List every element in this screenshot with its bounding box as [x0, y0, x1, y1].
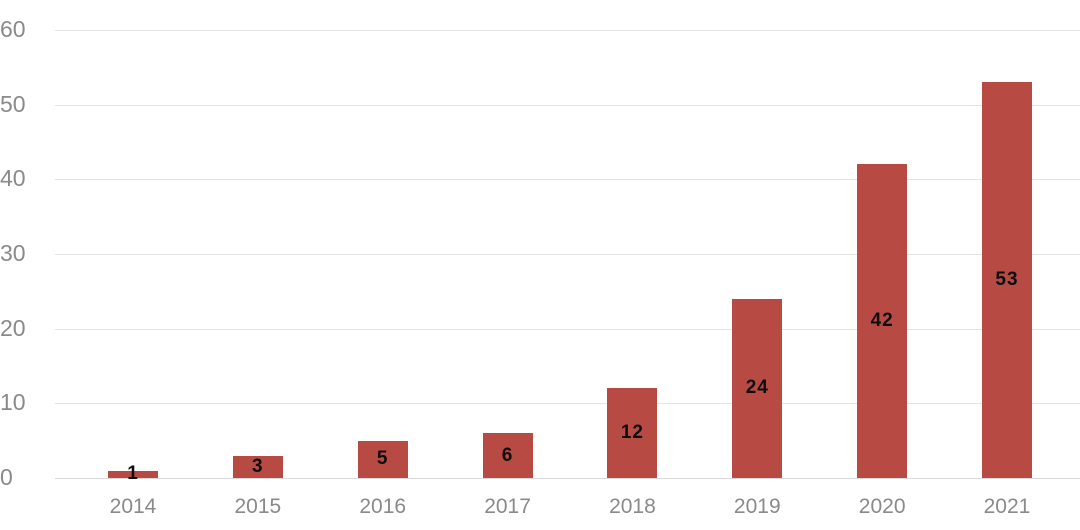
gridline [55, 403, 1080, 405]
x-axis-tick-label: 2015 [234, 495, 282, 518]
bar-2016: 5 [357, 440, 408, 478]
bar-value-label: 42 [870, 310, 894, 332]
bar-value-label: 24 [745, 377, 769, 399]
x-axis-tick-label: 2017 [484, 495, 531, 518]
gridline [55, 104, 1080, 106]
x-axis-tick-label: 2020 [858, 495, 906, 518]
y-axis-tick-label: 0 [0, 464, 13, 490]
x-axis-tick-label: 2018 [609, 495, 656, 518]
bar-2015: 3 [232, 455, 283, 478]
bar-value-label: 53 [995, 269, 1019, 291]
bar-2018: 12 [607, 388, 658, 478]
gridline [55, 30, 1080, 31]
y-axis-tick-label: 20 [0, 314, 26, 341]
bar-2019: 24 [732, 298, 783, 478]
y-axis-tick-label: 40 [0, 165, 26, 192]
y-axis-tick-label: 50 [0, 90, 26, 117]
gridline [55, 179, 1080, 181]
bar-value-label: 5 [376, 448, 389, 470]
bar-value-label: 3 [252, 455, 264, 477]
bar-value-label: 6 [501, 444, 514, 466]
bar-2017: 6 [482, 433, 533, 478]
x-axis-tick-label: 2016 [359, 495, 407, 518]
bar-2021: 53 [981, 82, 1032, 478]
bar-value-label: 12 [620, 422, 644, 444]
gridline [55, 328, 1080, 330]
bar-2014: 1 [108, 463, 158, 484]
gridline [55, 254, 1080, 255]
x-axis-baseline [55, 478, 1080, 479]
bar-2020: 42 [857, 164, 908, 478]
y-axis-tick-label: 30 [0, 240, 26, 266]
x-axis-tick-label: 2019 [733, 495, 781, 518]
y-axis-tick-label: 60 [0, 16, 26, 42]
y-axis-tick-label: 10 [0, 389, 26, 416]
x-axis-tick-label: 2014 [109, 495, 157, 518]
x-axis-tick-label: 2021 [983, 495, 1031, 518]
bar-value-label: 1 [127, 463, 139, 485]
